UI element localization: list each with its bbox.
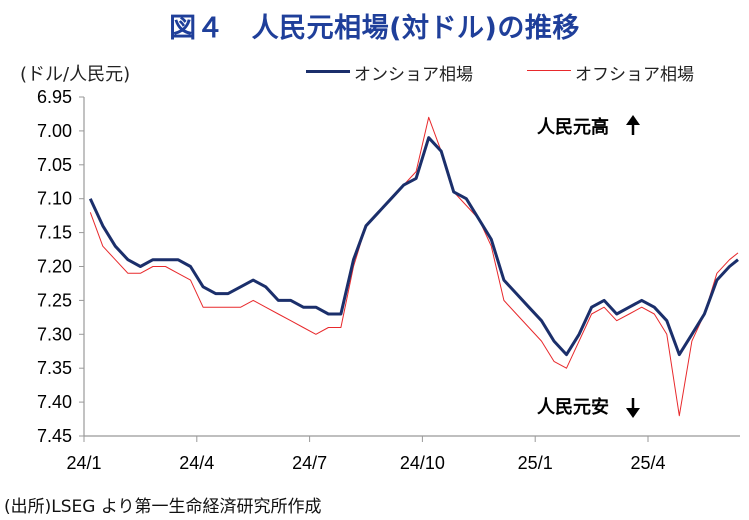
y-tick-label: 7.40 — [37, 392, 72, 412]
y-tick-label: 7.10 — [37, 189, 72, 209]
legend-offshore-swatch — [527, 70, 571, 71]
series-onshore — [88, 136, 739, 357]
y-axis-unit-label: (ドル/人民元) — [20, 64, 131, 85]
y-tick-label: 7.25 — [37, 290, 72, 310]
annotation-yuan-weak: 人民元安 — [537, 396, 609, 418]
arrow-up-icon — [626, 115, 640, 135]
x-tick-label: 24/1 — [66, 453, 101, 473]
series-offshore — [89, 116, 739, 417]
x-tick-label: 25/1 — [518, 453, 553, 473]
legend-offshore-label: オフショア相場 — [575, 65, 694, 85]
arrow-down-icon — [626, 398, 640, 418]
x-tick-label: 24/7 — [292, 453, 327, 473]
y-tick-label: 7.30 — [37, 324, 72, 344]
onshore-line — [88, 136, 739, 357]
y-tick-label: 7.00 — [37, 121, 72, 141]
y-tick-label: 7.05 — [37, 155, 72, 175]
x-tick-label: 24/10 — [400, 453, 445, 473]
annotation-yuan-strong: 人民元高 — [537, 116, 609, 138]
y-tick-label: 7.35 — [37, 358, 72, 378]
source-note: (出所)LSEG より第一生命経済研究所作成 — [4, 497, 322, 517]
y-tick-label: 7.45 — [37, 426, 72, 446]
chart-title: 図４ 人民元相場(対ドル)の推移 — [169, 13, 580, 44]
x-tick-label: 24/4 — [179, 453, 214, 473]
legend-onshore-label: オンショア相場 — [354, 65, 473, 85]
legend-onshore-swatch — [306, 70, 350, 73]
y-tick-label: 6.95 — [37, 87, 72, 107]
y-tick-label: 7.15 — [37, 223, 72, 243]
y-tick-label: 7.20 — [37, 257, 72, 277]
chart-axes: 6.95 7.00 7.05 7.10 7.15 7.20 7.25 7.30 7.35 7.40… — [37, 87, 740, 473]
x-tick-label: 25/4 — [630, 453, 665, 473]
